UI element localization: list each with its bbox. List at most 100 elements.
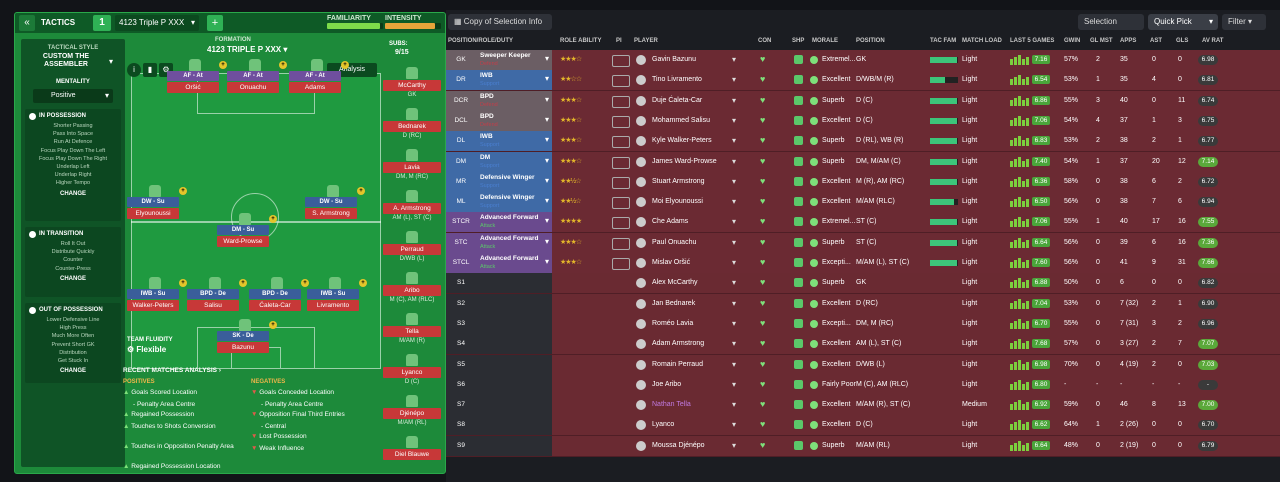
mentality-dropdown[interactable]: Positive ▾ [33,89,113,103]
column-header[interactable]: POSITION [856,38,885,44]
player-instructions-icon[interactable] [612,258,630,270]
role-duty-select[interactable]: Advanced Forward Attack ▾ [476,232,552,253]
in-transition-change-button[interactable]: CHANGE [59,275,86,282]
column-header[interactable]: MORALE [812,38,838,44]
table-row[interactable]: S4 Adam Armstrong ▾ ♥ Excellent AM (L), ST (C… [446,334,1280,356]
column-header[interactable]: PLAYER [634,38,658,44]
sub-player[interactable]: McCarthy GK [383,67,441,98]
player-name[interactable]: Kyle Walker-Peters [652,137,712,145]
chevron-down-icon[interactable]: ▾ [732,440,737,450]
out-of-possession-change-button[interactable]: CHANGE [59,368,86,375]
formation-name-dropdown[interactable]: 4123 TRIPLE P XXX ▾ [207,45,287,54]
chevron-down-icon[interactable]: ▾ [732,298,737,308]
table-row[interactable]: GK Sweeper Keeper Defend ▾ ★★★☆ Gavin Bazunu ▾… [446,50,1280,71]
column-header[interactable]: AV RAT [1202,38,1224,44]
player-name[interactable]: Paul Onuachu [652,238,697,246]
pitch-player[interactable]: + IWB - Su Livramento [307,277,367,315]
player-name[interactable]: James Ward-Prowse [652,157,717,165]
collapse-button[interactable]: « [19,15,35,31]
tactic-number[interactable]: 1 [93,15,111,31]
selection-advice-button[interactable]: Selection Advice [1078,14,1144,42]
role-duty-select[interactable]: Advanced Forward Attack ▾ [476,212,552,233]
role-duty-select[interactable]: BPD Defend ▾ [476,90,552,111]
column-header[interactable]: TAC FAM [930,38,957,44]
view-select-dropdown[interactable]: ▦ Copy of Selection Info ▾ [448,14,552,42]
chevron-down-icon[interactable]: ▾ [732,237,737,247]
sub-player[interactable]: Tella M/AM (R) [383,313,441,344]
table-row[interactable]: DCL BPD Defend ▾ ★★★☆ Mohammed Salisu ▾ ♥ Excell… [446,110,1280,132]
player-name[interactable]: Moussa Djénépo [652,441,705,449]
in-possession-change-button[interactable]: CHANGE [59,190,86,197]
column-header[interactable]: GWIN [1064,38,1081,44]
player-name[interactable]: Moi Elyounoussi [652,198,703,206]
sub-player[interactable]: Lyanco D (C) [383,354,441,385]
role-duty-select[interactable]: Defensive Winger Support ▾ [476,171,552,192]
chevron-down-icon[interactable]: ▾ [732,55,737,64]
player-instructions-icon[interactable] [612,136,630,149]
player-instructions-icon[interactable] [612,115,630,128]
player-name[interactable]: Duje Ćaleta-Car [652,96,703,104]
table-row[interactable]: S7 Nathan Tella ▾ ♥ Excellent M/AM (R), ST (C… [446,395,1280,417]
chevron-down-icon[interactable]: ▾ [732,318,737,328]
chevron-down-icon[interactable]: ▾ [732,115,737,125]
column-header[interactable]: APPS [1120,38,1137,44]
chevron-down-icon[interactable]: ▾ [732,176,737,186]
chevron-down-icon[interactable]: ▾ [732,136,737,146]
add-tactic-button[interactable]: + [207,15,223,31]
table-row[interactable]: S6 Joe Aribo ▾ ♥ Fairly Poor M (C), AM (RLC) L… [446,374,1280,396]
role-duty-select[interactable]: Sweeper Keeper Defend ▾ [476,50,552,70]
column-header[interactable]: GL MST [1090,38,1113,44]
pitch-player[interactable]: + BPD - De Salisu [187,277,247,315]
pitch-player[interactable]: + BPD - De Ćaleta-Car [249,277,309,315]
sub-player[interactable]: Bednarek D (RC) [383,108,441,139]
table-row[interactable]: STCR Advanced Forward Attack ▾ ★★★★ Che Adams… [446,212,1280,234]
filter-button[interactable]: Filter ▾ [1222,14,1266,30]
player-instructions-icon[interactable] [612,75,630,88]
role-duty-select[interactable]: Advanced Forward Attack ▾ [476,253,552,273]
table-row[interactable]: S3 Roméo Lavia ▾ ♥ Excepti... DM, M (RC) Light… [446,313,1280,335]
column-header[interactable]: PI [616,38,622,44]
player-name[interactable]: Adam Armstrong [652,340,705,348]
column-header[interactable]: LAST 5 GAMES [1010,38,1055,44]
player-name[interactable]: Lyanco [652,421,675,429]
chevron-down-icon[interactable]: ▾ [732,217,737,227]
player-instructions-icon[interactable] [612,95,630,108]
player-instructions-icon[interactable] [612,197,630,210]
table-row[interactable]: DL IWB Support ▾ ★★★☆ Kyle Walker-Peters ▾ ♥ Sup… [446,131,1280,153]
sub-player[interactable]: Perraud D/WB (L) [383,231,441,262]
chevron-down-icon[interactable]: ▾ [732,359,737,369]
player-instructions-icon[interactable] [612,237,630,250]
role-duty-select[interactable]: DM Support ▾ [476,151,552,172]
chevron-down-icon[interactable]: ▾ [109,57,114,66]
player-name[interactable]: Joe Aribo [652,380,682,388]
tactic-name-dropdown[interactable]: 4123 Triple P XXX ▾ [115,15,199,31]
table-row[interactable]: S2 Jan Bednarek ▾ ♥ Excellent D (RC) Light 7.04… [446,293,1280,315]
role-duty-select[interactable]: BPD Defend ▾ [476,110,552,131]
column-header[interactable]: CON [758,38,772,44]
table-row[interactable]: S1 Alex McCarthy ▾ ♥ Superb GK Light 6.88 50% 0 6 0… [446,273,1280,295]
player-instructions-icon[interactable] [612,176,630,189]
role-duty-select[interactable]: IWB Support ▾ [476,70,552,91]
table-row[interactable]: DM DM Support ▾ ★★★☆ James Ward-Prowse ▾ ♥ Super… [446,151,1280,173]
chevron-down-icon[interactable]: ▾ [732,400,737,410]
chevron-down-icon[interactable]: ▾ [732,75,737,85]
chevron-down-icon[interactable]: ▾ [732,258,737,267]
chevron-down-icon[interactable]: ▾ [732,278,737,288]
player-name[interactable]: Che Adams [652,218,689,226]
player-name[interactable]: Nathan Tella [652,401,691,409]
info-icon[interactable]: i [127,63,141,77]
pitch-player[interactable]: + AF - At Onuachu [227,59,287,97]
quick-pick-button[interactable]: Quick Pick ▾ [1148,14,1218,30]
player-name[interactable]: Jan Bednarek [652,299,696,307]
recent-matches-title[interactable]: RECENT MATCHES ANALYSIS › [123,367,222,374]
table-row[interactable]: DR IWB Support ▾ ★★☆☆ Tino Livramento ▾ ♥ Excell… [446,70,1280,92]
table-row[interactable]: MR Defensive Winger Support ▾ ★★½☆ Stuart Arm… [446,171,1280,193]
tactical-style-name[interactable]: CUSTOM THE ASSEMBLER [42,53,90,68]
table-row[interactable]: ML Defensive Winger Support ▾ ★★½☆ Moi Elyoun… [446,192,1280,214]
sub-player[interactable]: A. Armstrong AM (L), ST (C) [383,190,441,221]
pitch-player[interactable]: + IWB - Su Walker-Peters [127,277,187,315]
table-row[interactable]: STC Advanced Forward Attack ▾ ★★★☆ Paul Onuac… [446,232,1280,254]
player-name[interactable]: Alex McCarthy [652,279,698,287]
player-name[interactable]: Romain Perraud [652,360,703,368]
player-name[interactable]: Mislav Oršić [652,259,691,266]
